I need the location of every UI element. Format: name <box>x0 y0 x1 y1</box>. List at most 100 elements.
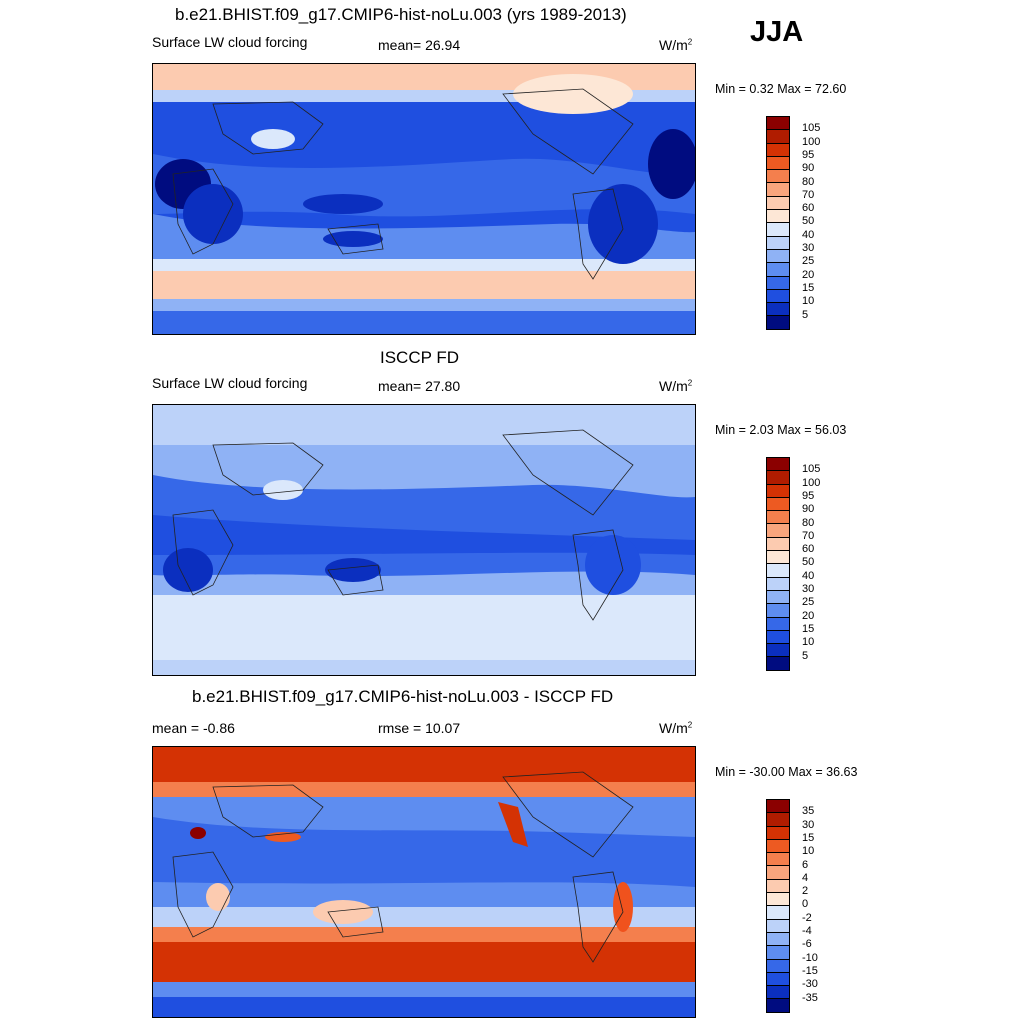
colorbar-swatch <box>766 918 790 932</box>
colorbar-swatch <box>766 656 790 671</box>
panel-3-min-max: Min = -30.00 Max = 36.63 <box>715 765 858 779</box>
colorbar-swatch <box>766 129 790 143</box>
colorbar-swatch <box>766 155 790 170</box>
colorbar-tick-label: 50 <box>802 215 815 228</box>
colorbar-tick-label: 70 <box>802 529 815 542</box>
colorbar-swatch <box>766 985 790 999</box>
colorbar-tick-label: 15 <box>802 622 815 635</box>
colorbar-swatch <box>766 629 790 644</box>
panel-2-units: W/m2 <box>659 378 693 394</box>
colorbar-swatch <box>766 142 790 156</box>
colorbar-swatch <box>766 998 790 1013</box>
colorbar-tick-label: 35 <box>802 805 815 818</box>
colorbar-tick-label: -30 <box>802 978 818 991</box>
colorbar-tick-label: 95 <box>802 489 815 502</box>
colorbar-swatch <box>766 116 790 130</box>
season-label: JJA <box>750 16 804 48</box>
colorbar-tick-label: -15 <box>802 964 818 977</box>
colorbar-tick-label: 10 <box>802 295 815 308</box>
colorbar-tick-label: -6 <box>802 938 812 951</box>
colorbar-swatch <box>766 589 790 604</box>
colorbar-tick-label: 30 <box>802 242 815 254</box>
panel-3-colorbar: 35 30 15 10 6 4 2 0 -2 -4 -6 -10 -15 -30 -35 <box>766 799 818 1013</box>
colorbar-tick-label: 95 <box>802 148 815 161</box>
panel-2-map-field <box>153 405 695 675</box>
colorbar-swatch <box>766 195 790 210</box>
colorbar-swatch <box>766 931 790 946</box>
colorbar-swatch <box>766 209 790 223</box>
colorbar-swatch <box>766 971 790 986</box>
panel-3-rmse-label: rmse = 10.07 <box>378 720 461 736</box>
colorbar-tick-label: 80 <box>802 516 815 529</box>
colorbar-tick-label: 60 <box>802 202 815 215</box>
colorbar-swatch <box>766 470 790 484</box>
colorbar-tick-label: 30 <box>802 583 815 595</box>
panel-1-map <box>152 63 696 335</box>
colorbar-tick-label: -2 <box>802 911 812 924</box>
colorbar-swatch <box>766 878 790 893</box>
colorbar-swatch <box>766 235 790 249</box>
colorbar-swatch <box>766 616 790 630</box>
colorbar-swatch <box>766 302 790 316</box>
panel-2-colorbar-boxes <box>766 457 790 671</box>
colorbar-tick-label: 60 <box>802 543 815 556</box>
panel-1-min-max: Min = 0.32 Max = 72.60 <box>715 82 847 96</box>
panel-1-variable-label: Surface LW cloud forcing <box>152 34 308 50</box>
colorbar-tick-label: 25 <box>802 596 815 609</box>
colorbar-tick-label: 2 <box>802 885 809 898</box>
colorbar-swatch <box>766 496 790 511</box>
colorbar-swatch <box>766 457 790 471</box>
colorbar-tick-label: 30 <box>802 818 815 831</box>
panel-1-title: b.e21.BHIST.f09_g17.CMIP6-hist-noLu.003 … <box>175 5 627 24</box>
colorbar-tick-label: 80 <box>802 175 815 188</box>
colorbar-tick-label: 105 <box>802 122 821 135</box>
panel-1-map-field <box>153 64 695 334</box>
colorbar-swatch <box>766 945 790 959</box>
colorbar-swatch <box>766 483 790 497</box>
colorbar-tick-label: 100 <box>802 476 821 489</box>
colorbar-swatch <box>766 288 790 303</box>
panel-3-map-field <box>153 747 695 1017</box>
colorbar-tick-label: -35 <box>802 991 818 1004</box>
colorbar-swatch <box>766 812 790 826</box>
colorbar-tick-label: -10 <box>802 951 818 964</box>
colorbar-tick-label: 90 <box>802 162 815 175</box>
panel-1-colorbar: 105 100 95 90 80 70 60 50 40 30 25 20 15 10 5 <box>766 116 820 330</box>
panel-3-colorbar-boxes <box>766 799 790 1013</box>
panel-3-map <box>152 746 696 1018</box>
colorbar-swatch <box>766 905 790 919</box>
panel-1-colorbar-boxes <box>766 116 790 330</box>
colorbar-swatch <box>766 248 790 263</box>
colorbar-tick-label: 100 <box>802 135 821 148</box>
colorbar-swatch <box>766 958 790 972</box>
colorbar-tick-label: 10 <box>802 845 815 858</box>
colorbar-swatch <box>766 643 790 657</box>
panel-2-title: ISCCP FD <box>380 348 460 367</box>
colorbar-tick-label: 90 <box>802 503 815 516</box>
colorbar-swatch <box>766 865 790 879</box>
panel-2-min-max: Min = 2.03 Max = 56.03 <box>715 423 847 437</box>
colorbar-swatch <box>766 892 790 906</box>
panel-2-colorbar: 105 100 95 90 80 70 60 50 40 30 25 20 15 10 5 <box>766 457 820 671</box>
colorbar-tick-label: 4 <box>802 871 809 884</box>
colorbar-tick-label: 20 <box>802 609 815 622</box>
colorbar-swatch <box>766 576 790 590</box>
colorbar-tick-label: 105 <box>802 463 821 476</box>
colorbar-swatch <box>766 262 790 276</box>
colorbar-swatch <box>766 510 790 524</box>
colorbar-tick-label: 70 <box>802 188 815 201</box>
colorbar-tick-label: 5 <box>802 308 809 321</box>
colorbar-tick-label: 15 <box>802 281 815 294</box>
panel-3-units: W/m2 <box>659 720 693 736</box>
panel-1-mean-label: mean= 26.94 <box>378 37 461 53</box>
panel-1-units: W/m2 <box>659 37 693 53</box>
colorbar-tick-label: 15 <box>802 831 815 844</box>
colorbar-tick-label: 40 <box>802 228 815 241</box>
colorbar-swatch <box>766 169 790 183</box>
colorbar-swatch <box>766 603 790 617</box>
panel-2-variable-label: Surface LW cloud forcing <box>152 375 308 391</box>
panel-3-title: b.e21.BHIST.f09_g17.CMIP6-hist-noLu.003 … <box>192 687 614 706</box>
colorbar-tick-label: 20 <box>802 268 815 281</box>
colorbar-tick-label: 50 <box>802 556 815 569</box>
colorbar-tick-label: 6 <box>802 858 809 871</box>
